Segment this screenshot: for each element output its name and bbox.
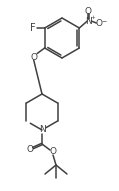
Text: O: O — [30, 53, 37, 62]
Text: −: − — [102, 19, 107, 23]
Text: F: F — [30, 23, 35, 33]
Text: O: O — [50, 147, 57, 156]
Text: O: O — [85, 6, 92, 15]
Text: N: N — [85, 16, 92, 26]
Text: O: O — [96, 19, 103, 28]
Text: O: O — [27, 146, 34, 155]
Text: +: + — [90, 15, 95, 19]
Text: N: N — [39, 125, 45, 134]
